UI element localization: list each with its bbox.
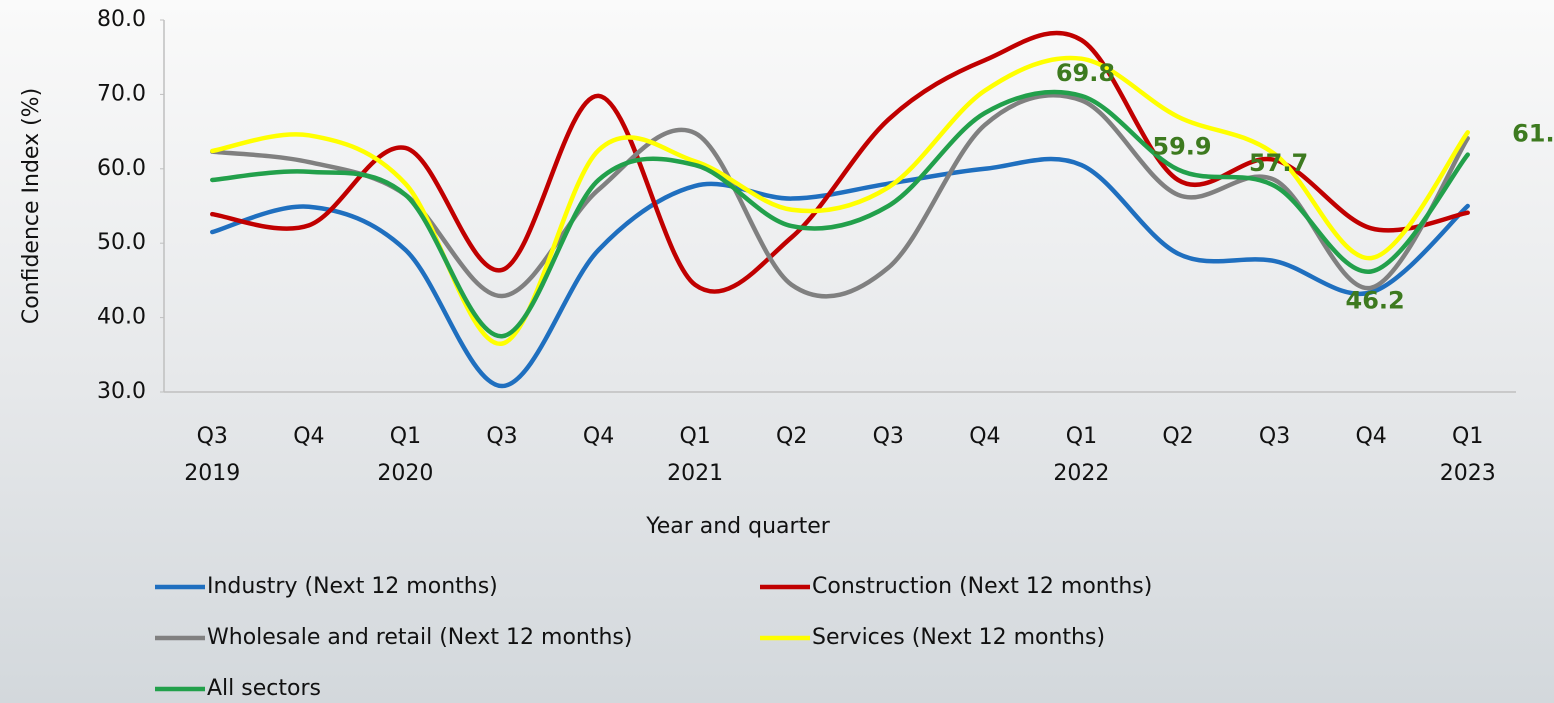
- y-tick-label: 30.0: [97, 379, 146, 404]
- value-label: 61.9: [1512, 120, 1554, 148]
- y-axis-title: Confidence Index (%): [19, 88, 44, 324]
- x-tick-label: Q3: [197, 424, 228, 449]
- x-tick-year: 2022: [1053, 461, 1109, 486]
- x-tick-label: Q3: [1259, 424, 1290, 449]
- y-tick-label: 50.0: [97, 230, 146, 255]
- legend-label: Industry (Next 12 months): [207, 574, 498, 599]
- x-tick-label: Q1: [1066, 424, 1097, 449]
- value-label: 57.7: [1249, 149, 1308, 177]
- legend-label: Wholesale and retail (Next 12 months): [207, 625, 632, 650]
- chart: Confidence Index (%) Year and quarter 30…: [0, 0, 1554, 703]
- x-axis-title: Year and quarter: [645, 514, 831, 539]
- x-tick-label: Q4: [1355, 424, 1386, 449]
- value-label: 46.2: [1346, 286, 1405, 314]
- x-tick-label: Q1: [390, 424, 421, 449]
- x-tick-label: Q3: [873, 424, 904, 449]
- legend-label: All sectors: [207, 676, 321, 701]
- x-tick-year: 2023: [1440, 461, 1496, 486]
- y-tick-label: 80.0: [97, 7, 146, 32]
- x-tick-year: 2019: [184, 461, 240, 486]
- y-tick-label: 40.0: [97, 305, 146, 330]
- x-tick-label: Q1: [679, 424, 710, 449]
- value-label: 59.9: [1152, 133, 1211, 161]
- legend-label: Services (Next 12 months): [812, 625, 1105, 650]
- x-tick-label: Q4: [293, 424, 324, 449]
- x-tick-label: Q3: [486, 424, 517, 449]
- value-label: 69.8: [1056, 59, 1115, 87]
- y-tick-label: 70.0: [97, 81, 146, 106]
- x-tick-year: 2020: [377, 461, 433, 486]
- x-tick-year: 2021: [667, 461, 723, 486]
- y-tick-label: 60.0: [97, 156, 146, 181]
- x-tick-label: Q2: [776, 424, 807, 449]
- x-tick-label: Q4: [969, 424, 1000, 449]
- legend-label: Construction (Next 12 months): [812, 574, 1152, 599]
- x-tick-label: Q1: [1452, 424, 1483, 449]
- x-tick-label: Q2: [1162, 424, 1193, 449]
- x-tick-label: Q4: [583, 424, 614, 449]
